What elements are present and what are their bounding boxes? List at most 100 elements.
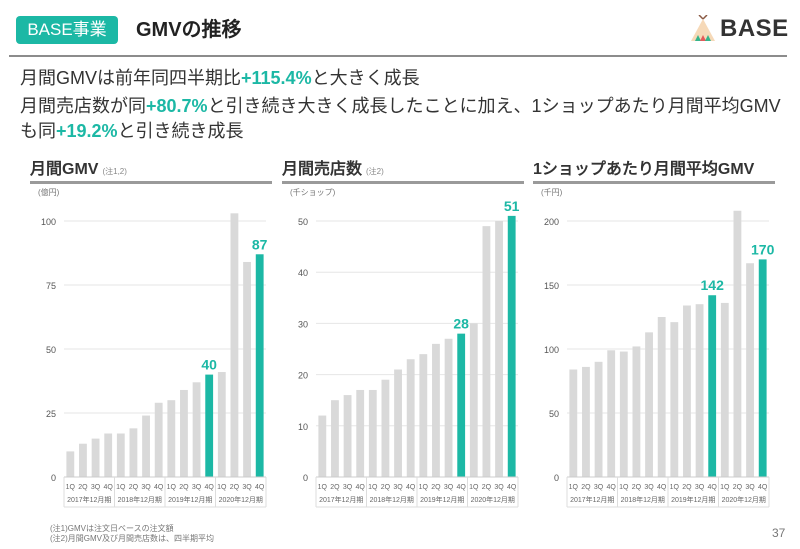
bar xyxy=(356,389,365,477)
chart-title-divider xyxy=(282,181,524,184)
bar xyxy=(457,333,466,477)
logo-text: BASE xyxy=(720,15,789,42)
y-tick-label: 100 xyxy=(544,345,559,355)
data-label: 51 xyxy=(504,198,520,214)
x-tick-label: 2Q xyxy=(179,484,189,491)
x-tick-label: 3Q xyxy=(242,484,252,491)
x-tick-label: 4Q xyxy=(657,484,667,491)
bar xyxy=(255,254,264,477)
period-label: 2019年12月期 xyxy=(420,495,464,504)
footnote-1: (注1)GMVは注文日ベースの注文額 xyxy=(50,524,174,533)
bar xyxy=(230,213,239,477)
chart-monthly-gmv: 月間GMV (注1,2) (億円) 0 25 50 75 100 1Q 2Q 3Q 4Q 1Q 2Q 3… xyxy=(30,155,272,515)
x-tick-label: 1Q xyxy=(217,484,227,491)
y-tick-label: 0 xyxy=(554,473,559,483)
summary-text-part: と大きく成長 xyxy=(311,68,420,88)
bar xyxy=(368,389,377,477)
x-tick-label: 2Q xyxy=(230,484,240,491)
bar xyxy=(331,400,339,477)
summary-line-1: 月間GMVは前年同四半期比+115.4%と大きく成長 xyxy=(20,66,790,91)
chart-note: (注1,2) xyxy=(102,167,127,176)
x-tick-label: 4Q xyxy=(154,484,164,491)
bar xyxy=(432,343,440,477)
x-tick-label: 1Q xyxy=(619,484,629,491)
y-tick-label: 20 xyxy=(298,371,308,381)
bar xyxy=(569,369,578,477)
bar xyxy=(582,366,590,477)
y-tick-label: 150 xyxy=(544,281,559,291)
y-axis-unit: (億円) xyxy=(38,188,60,197)
summary-text-part: と引き続き成長 xyxy=(117,121,244,141)
x-tick-label: 2Q xyxy=(733,484,743,491)
bar xyxy=(205,374,214,477)
x-tick-label: 2Q xyxy=(632,484,642,491)
bar xyxy=(670,322,679,477)
x-tick-label: 4Q xyxy=(356,484,366,491)
y-tick-label: 50 xyxy=(298,217,308,227)
page-number: 37 xyxy=(772,526,786,540)
x-tick-label: 4Q xyxy=(607,484,617,491)
bar xyxy=(66,451,75,477)
x-tick-label: 3Q xyxy=(644,484,654,491)
data-label: 28 xyxy=(453,316,469,332)
bar xyxy=(683,305,691,477)
chart-title-text: 月間GMV xyxy=(30,161,99,178)
x-tick-label: 3Q xyxy=(343,484,353,491)
x-tick-label: 1Q xyxy=(167,484,177,491)
x-tick-label: 2Q xyxy=(129,484,139,491)
period-label: 2017年12月期 xyxy=(319,495,363,504)
x-tick-label: 1Q xyxy=(720,484,730,491)
period-label: 2018年12月期 xyxy=(118,495,162,504)
bar xyxy=(116,433,125,477)
chart-title-text: 月間売店数 xyxy=(282,161,363,178)
period-label: 2019年12月期 xyxy=(671,495,715,504)
y-tick-label: 200 xyxy=(544,217,559,227)
avg-gmv-growth-rate: +19.2% xyxy=(56,121,118,141)
x-tick-label: 2Q xyxy=(330,484,340,491)
bar xyxy=(243,261,251,477)
x-tick-label: 1Q xyxy=(569,484,579,491)
bar xyxy=(394,369,402,477)
x-tick-label: 2Q xyxy=(682,484,692,491)
summary-text-part: も同 xyxy=(20,121,56,141)
page-title: GMVの推移 xyxy=(136,19,242,41)
x-tick-label: 4Q xyxy=(205,484,215,491)
bar xyxy=(720,302,729,477)
y-axis-unit: (千ショップ) xyxy=(290,188,336,197)
chart-title: 1ショップあたり月間平均GMV xyxy=(533,155,758,179)
bar xyxy=(708,295,717,477)
x-tick-label: 3Q xyxy=(494,484,504,491)
summary-text-part: 月間売店数が同 xyxy=(20,96,146,116)
x-tick-label: 1Q xyxy=(419,484,429,491)
y-tick-label: 50 xyxy=(46,345,56,355)
bar xyxy=(482,226,491,477)
y-tick-label: 10 xyxy=(298,422,308,432)
x-tick-label: 2Q xyxy=(78,484,88,491)
bar xyxy=(657,317,666,477)
x-tick-label: 1Q xyxy=(670,484,680,491)
y-tick-label: 75 xyxy=(46,281,56,291)
shop-growth-rate: +80.7% xyxy=(146,96,208,116)
bar xyxy=(695,304,704,477)
period-label: 2018年12月期 xyxy=(621,495,665,504)
footnote-2: (注2)月間GMV及び月間売店数は、四半期平均 xyxy=(50,534,214,543)
bar xyxy=(180,389,188,477)
bar xyxy=(142,415,150,477)
chart-avg-gmv-per-shop: 1ショップあたり月間平均GMV (千円) 0 50 100 150 200 1Q 2Q 3Q 4… xyxy=(533,155,775,515)
chart-title-divider xyxy=(533,181,775,184)
x-tick-label: 4Q xyxy=(708,484,718,491)
bar xyxy=(104,433,113,477)
period-label: 2017年12月期 xyxy=(67,495,111,504)
data-label: 142 xyxy=(701,277,725,293)
x-tick-label: 3Q xyxy=(91,484,101,491)
chart-title: 月間売店数 (注2) xyxy=(282,155,384,179)
y-tick-label: 0 xyxy=(303,473,308,483)
bar xyxy=(406,359,415,477)
chart-title-text: 1ショップあたり月間平均GMV xyxy=(533,161,755,178)
x-tick-label: 1Q xyxy=(66,484,76,491)
period-label: 2018年12月期 xyxy=(370,495,414,504)
bar xyxy=(154,402,163,477)
x-tick-label: 3Q xyxy=(695,484,705,491)
slide-header: BASE事業 GMVの推移 BASE xyxy=(0,0,800,57)
